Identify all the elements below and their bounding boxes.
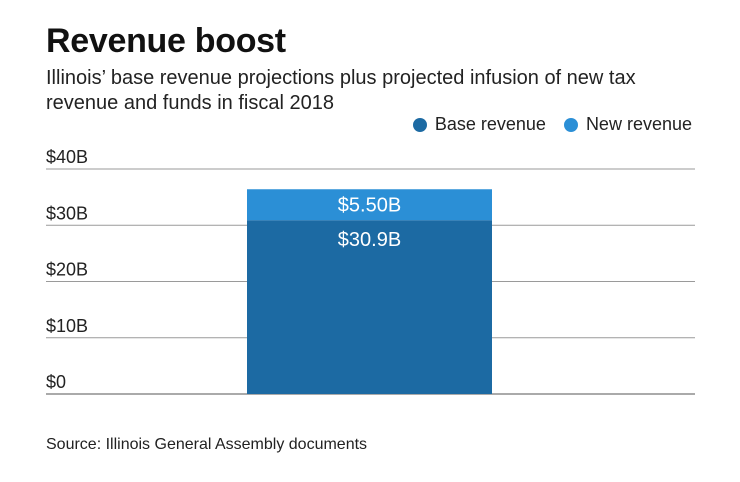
y-tick-label: $20B [46,260,88,280]
data-label-base-revenue: $30.9B [338,229,401,251]
legend-swatch-base-revenue [412,117,427,132]
chart-title: Revenue boost [46,22,286,60]
legend: Base revenue New revenue [412,114,692,135]
data-label-new-revenue: $5.50B [338,195,401,217]
y-tick-label: $0 [46,372,66,392]
bar-segment-new-revenue [247,189,492,221]
y-tick-label: $10B [46,316,88,336]
legend-label-new-revenue: New revenue [585,114,692,134]
chart-subtitle: Illinois’ base revenue projections plus … [46,67,636,114]
legend-item-new-revenue: New revenue [563,114,692,135]
legend-swatch-new-revenue [563,117,578,132]
y-tick-label: $30B [46,203,88,223]
legend-label-base-revenue: Base revenue [434,114,546,134]
legend-item-base-revenue: Base revenue [412,114,546,135]
y-tick-label: $40B [46,147,88,167]
source-note: Source: Illinois General Assembly docume… [46,436,368,453]
bar-segment-base-revenue [247,220,492,394]
